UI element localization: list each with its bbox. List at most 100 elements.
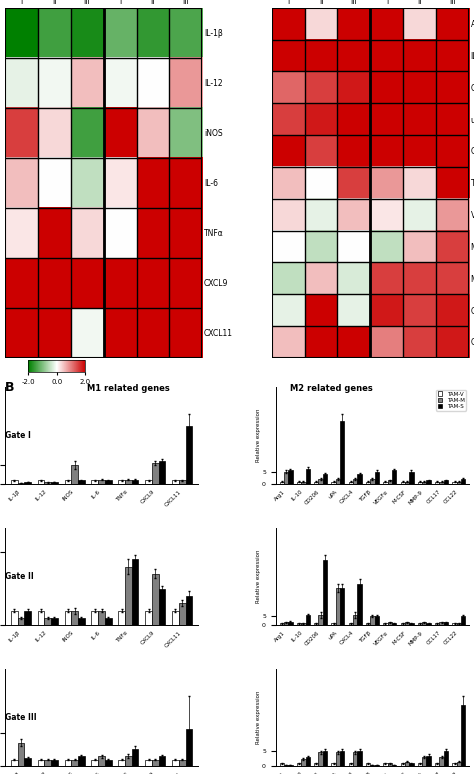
Bar xyxy=(51,618,58,625)
Bar xyxy=(297,623,301,625)
Bar xyxy=(331,481,336,485)
Bar xyxy=(297,481,301,485)
Bar xyxy=(11,611,18,625)
Bar xyxy=(323,560,327,625)
Bar xyxy=(306,469,310,485)
Bar xyxy=(409,623,413,625)
Text: M1 related genes: M1 related genes xyxy=(87,384,169,393)
Bar xyxy=(288,471,292,485)
Bar xyxy=(78,756,85,766)
Bar xyxy=(409,471,413,485)
Bar xyxy=(152,759,159,766)
Bar xyxy=(461,705,465,766)
Bar xyxy=(319,752,323,766)
Legend: TAM-V, TAM-M, TAM-S: TAM-V, TAM-M, TAM-S xyxy=(437,390,466,410)
Bar xyxy=(388,763,392,766)
Bar xyxy=(132,749,138,766)
Bar xyxy=(392,623,396,625)
Bar xyxy=(98,756,105,766)
Bar xyxy=(405,762,409,766)
Bar xyxy=(319,479,323,485)
Bar xyxy=(353,479,357,485)
Bar xyxy=(159,461,165,485)
Bar xyxy=(336,752,340,766)
Bar xyxy=(336,479,340,485)
Bar xyxy=(452,623,457,625)
Bar xyxy=(64,759,71,766)
Bar xyxy=(145,611,152,625)
Bar xyxy=(284,765,288,766)
Bar xyxy=(370,479,374,485)
Bar xyxy=(11,759,18,766)
Bar xyxy=(383,623,388,625)
Bar xyxy=(45,618,51,625)
Bar xyxy=(457,481,461,485)
Bar xyxy=(45,482,51,485)
Bar xyxy=(383,481,388,485)
Bar xyxy=(71,611,78,625)
Bar xyxy=(91,611,98,625)
Bar xyxy=(435,623,439,625)
Bar xyxy=(457,762,461,766)
Bar xyxy=(18,743,24,766)
Bar xyxy=(284,622,288,625)
Bar xyxy=(98,611,105,625)
Text: B: B xyxy=(5,381,14,394)
Bar xyxy=(392,765,396,766)
Bar xyxy=(374,616,379,625)
Bar xyxy=(185,729,192,766)
Bar xyxy=(444,622,448,625)
Bar xyxy=(374,765,379,766)
Bar xyxy=(314,623,319,625)
Text: M2 related genes: M2 related genes xyxy=(291,384,373,393)
Bar xyxy=(284,471,288,485)
Bar xyxy=(331,623,336,625)
Bar xyxy=(152,574,159,625)
Bar xyxy=(435,763,439,766)
Bar xyxy=(179,603,185,625)
Bar xyxy=(91,759,98,766)
Bar xyxy=(439,622,444,625)
Bar xyxy=(461,616,465,625)
Bar xyxy=(422,622,427,625)
Bar xyxy=(409,763,413,766)
Text: Gate II: Gate II xyxy=(5,572,34,581)
Bar xyxy=(461,479,465,485)
Bar xyxy=(18,483,24,485)
Bar xyxy=(64,611,71,625)
Bar xyxy=(118,481,125,485)
Bar xyxy=(24,759,31,766)
Bar xyxy=(370,616,374,625)
Bar xyxy=(98,480,105,485)
Bar xyxy=(340,751,345,766)
Bar xyxy=(51,482,58,485)
Bar xyxy=(340,588,345,625)
Bar xyxy=(392,471,396,485)
Bar xyxy=(306,757,310,766)
Bar xyxy=(37,759,45,766)
Bar xyxy=(179,481,185,485)
Bar xyxy=(125,756,132,766)
Bar xyxy=(323,751,327,766)
Bar xyxy=(418,623,422,625)
Y-axis label: Relative expression: Relative expression xyxy=(256,409,261,462)
Bar xyxy=(78,618,85,625)
Text: Gate I: Gate I xyxy=(5,431,31,440)
Bar xyxy=(418,763,422,766)
Bar xyxy=(172,481,179,485)
Bar xyxy=(105,759,111,766)
Bar xyxy=(145,759,152,766)
Bar xyxy=(288,765,292,766)
Bar xyxy=(125,567,132,625)
Bar xyxy=(37,481,45,485)
Bar xyxy=(336,588,340,625)
Bar xyxy=(383,763,388,766)
Bar xyxy=(427,623,431,625)
Bar xyxy=(422,481,427,485)
Bar xyxy=(145,481,152,485)
Bar xyxy=(297,763,301,766)
Bar xyxy=(418,481,422,485)
Bar xyxy=(427,481,431,485)
Bar xyxy=(118,611,125,625)
Bar xyxy=(319,615,323,625)
